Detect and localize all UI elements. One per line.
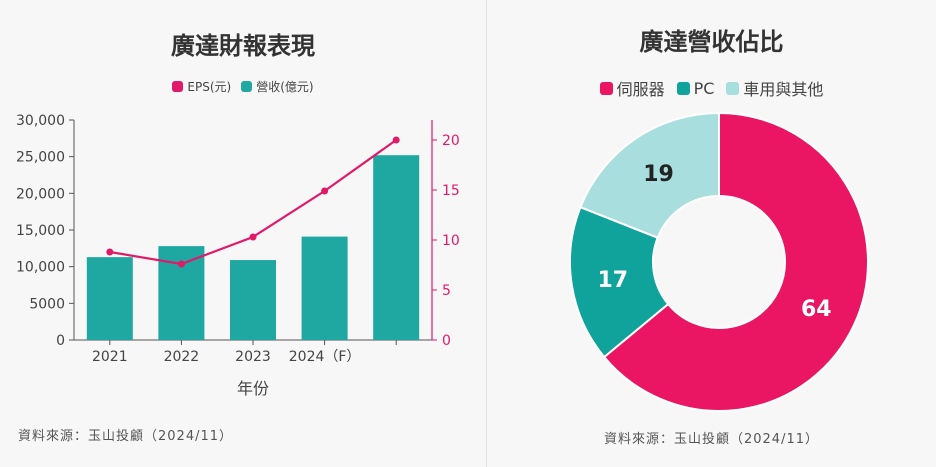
- panel-divider: [486, 0, 487, 467]
- legend-label-pc: PC: [693, 78, 715, 98]
- source-note-right: 資料來源：玉山投顧（2024/11）: [603, 432, 819, 447]
- revenue-bar: [301, 236, 348, 340]
- legend-label-eps: EPS(元): [187, 80, 232, 94]
- y-right-tick-label: 20: [442, 133, 460, 149]
- slice-value-label: 64: [801, 297, 832, 322]
- eps-swatch: [172, 81, 184, 92]
- legend-item-other[interactable]: 車用與其他: [726, 76, 823, 100]
- revenue-bar: [230, 260, 276, 340]
- legend-item-server[interactable]: 伺服器: [599, 76, 665, 100]
- y-left-tick-label: 15,000: [16, 223, 65, 239]
- legend-label-other: 車用與其他: [743, 80, 824, 99]
- y-right-tick-label: 0: [442, 333, 451, 349]
- donut-chart-title: 廣達營收佔比: [639, 28, 784, 56]
- eps-point: [177, 260, 185, 268]
- eps-point: [106, 248, 114, 256]
- donut-slice: [579, 111, 720, 240]
- legend-item-revenue[interactable]: 營收(億元): [241, 78, 314, 95]
- y-left-tick-label: 5000: [29, 296, 65, 312]
- legend-label-server: 伺服器: [616, 80, 665, 99]
- x-tick-label: 2023: [235, 349, 271, 365]
- donut-chart-legend: 伺服器 PC 車用與其他: [487, 76, 936, 100]
- donut-slice: [569, 205, 670, 359]
- y-left-tick-label: 20,000: [16, 186, 65, 202]
- legend-item-pc[interactable]: PC: [676, 78, 715, 98]
- bar-chart-legend: EPS(元) 營收(億元): [0, 78, 486, 95]
- y-left-tick-label: 10,000: [16, 260, 65, 276]
- y-left-tick-label: 25,000: [16, 150, 65, 166]
- other-swatch: [726, 81, 740, 95]
- x-tick-label: 2024（F）: [289, 349, 361, 365]
- y-right-tick-label: 10: [442, 233, 460, 249]
- pc-swatch: [676, 81, 690, 95]
- legend-label-revenue: 營收(億元): [256, 80, 314, 94]
- x-tick-label: 2021: [92, 349, 128, 365]
- y-right-tick-label: 15: [442, 183, 460, 199]
- revenue-swatch: [241, 81, 253, 92]
- combo-chart: 0 5000 10,000 15,000 20,000 25,000 30,000 0 5 10 1…: [16, 113, 460, 398]
- eps-point: [249, 233, 257, 241]
- y-left-tick-label: 0: [56, 333, 65, 349]
- revenue-bar: [373, 155, 420, 340]
- eps-point: [392, 136, 400, 144]
- donut-chart: 64 17 19: [569, 111, 869, 412]
- y-left-tick-label: 30,000: [16, 113, 65, 129]
- x-axis-label: 年份: [237, 379, 269, 398]
- slice-value-label: 19: [643, 162, 674, 187]
- donut-slice: [602, 111, 869, 412]
- y-right-tick-label: 5: [442, 283, 451, 299]
- eps-point: [321, 187, 329, 195]
- eps-line: [109, 139, 397, 266]
- x-tick-label: 2022: [164, 349, 200, 365]
- share-panel: 廣達營收佔比 伺服器 PC 車用與其他 64 17 19 資料來源：玉山投顧（202…: [487, 0, 936, 467]
- financial-panel: 廣達財報表現 EPS(元) 營收(億元) 0 5000 10,000 15,000 20…: [0, 32, 486, 444]
- revenue-bar: [86, 257, 133, 340]
- legend-item-eps[interactable]: EPS(元): [172, 78, 231, 95]
- server-swatch: [599, 81, 613, 95]
- source-note: 資料來源：玉山投顧（2024/11）: [18, 429, 234, 444]
- bar-chart-title: 廣達財報表現: [171, 32, 315, 60]
- slice-value-label: 17: [598, 268, 629, 293]
